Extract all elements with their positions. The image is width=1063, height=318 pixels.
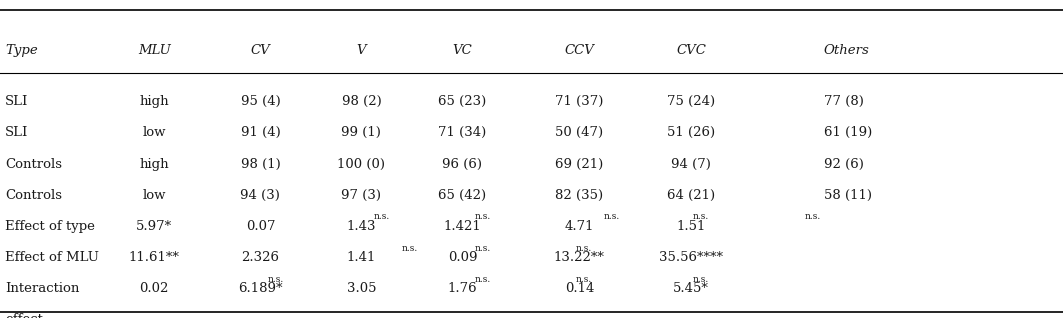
Text: Interaction: Interaction: [5, 282, 80, 295]
Text: 4.71: 4.71: [564, 220, 594, 233]
Text: 71 (37): 71 (37): [555, 95, 604, 108]
Text: 97 (3): 97 (3): [341, 189, 382, 202]
Text: 94 (3): 94 (3): [240, 189, 281, 202]
Text: Controls: Controls: [5, 189, 63, 202]
Text: 65 (42): 65 (42): [438, 189, 487, 202]
Text: 0.02: 0.02: [139, 282, 169, 295]
Text: 13.22**: 13.22**: [554, 251, 605, 264]
Text: 0.07: 0.07: [246, 220, 275, 233]
Text: 0.14: 0.14: [564, 282, 594, 295]
Text: 35.56****: 35.56****: [659, 251, 723, 264]
Text: VC: VC: [453, 45, 472, 57]
Text: n.s.: n.s.: [693, 212, 709, 221]
Text: 11.61**: 11.61**: [129, 251, 180, 264]
Text: 0.09: 0.09: [448, 251, 477, 264]
Text: 51 (26): 51 (26): [667, 127, 715, 139]
Text: 99 (1): 99 (1): [341, 127, 382, 139]
Text: 65 (23): 65 (23): [438, 95, 487, 108]
Text: 92 (6): 92 (6): [824, 158, 864, 170]
Text: 77 (8): 77 (8): [824, 95, 864, 108]
Text: n.s.: n.s.: [693, 275, 709, 284]
Text: 96 (6): 96 (6): [442, 158, 483, 170]
Text: 1.43: 1.43: [347, 220, 376, 233]
Text: 69 (21): 69 (21): [555, 158, 604, 170]
Text: Effect of MLU: Effect of MLU: [5, 251, 99, 264]
Text: 94 (7): 94 (7): [671, 158, 711, 170]
Text: high: high: [139, 95, 169, 108]
Text: Others: Others: [824, 45, 870, 57]
Text: CVC: CVC: [676, 45, 706, 57]
Text: 98 (1): 98 (1): [240, 158, 281, 170]
Text: CV: CV: [251, 45, 270, 57]
Text: n.s.: n.s.: [474, 212, 491, 221]
Text: 82 (35): 82 (35): [555, 189, 604, 202]
Text: 95 (4): 95 (4): [240, 95, 281, 108]
Text: 1.421: 1.421: [443, 220, 482, 233]
Text: low: low: [142, 189, 166, 202]
Text: n.s.: n.s.: [474, 275, 491, 284]
Text: SLI: SLI: [5, 95, 29, 108]
Text: 71 (34): 71 (34): [438, 127, 487, 139]
Text: n.s.: n.s.: [374, 212, 390, 221]
Text: 61 (19): 61 (19): [824, 127, 872, 139]
Text: SLI: SLI: [5, 127, 29, 139]
Text: MLU: MLU: [138, 45, 170, 57]
Text: n.s.: n.s.: [604, 212, 620, 221]
Text: 3.05: 3.05: [347, 282, 376, 295]
Text: 5.45*: 5.45*: [673, 282, 709, 295]
Text: 1.51: 1.51: [676, 220, 706, 233]
Text: 98 (2): 98 (2): [341, 95, 382, 108]
Text: Controls: Controls: [5, 158, 63, 170]
Text: low: low: [142, 127, 166, 139]
Text: 2.326: 2.326: [241, 251, 280, 264]
Text: 100 (0): 100 (0): [337, 158, 386, 170]
Text: effect: effect: [5, 314, 44, 318]
Text: 1.76: 1.76: [448, 282, 477, 295]
Text: n.s.: n.s.: [576, 275, 592, 284]
Text: 1.41: 1.41: [347, 251, 376, 264]
Text: 91 (4): 91 (4): [240, 127, 281, 139]
Text: V: V: [356, 45, 367, 57]
Text: high: high: [139, 158, 169, 170]
Text: Type: Type: [5, 45, 38, 57]
Text: 64 (21): 64 (21): [667, 189, 715, 202]
Text: 58 (11): 58 (11): [824, 189, 872, 202]
Text: n.s.: n.s.: [402, 244, 418, 252]
Text: CCV: CCV: [564, 45, 594, 57]
Text: n.s.: n.s.: [805, 212, 821, 221]
Text: 5.97*: 5.97*: [136, 220, 172, 233]
Text: 50 (47): 50 (47): [555, 127, 604, 139]
Text: 75 (24): 75 (24): [667, 95, 715, 108]
Text: Effect of type: Effect of type: [5, 220, 96, 233]
Text: n.s.: n.s.: [268, 275, 284, 284]
Text: n.s.: n.s.: [474, 244, 491, 252]
Text: 6.189*: 6.189*: [238, 282, 283, 295]
Text: n.s.: n.s.: [576, 244, 592, 252]
